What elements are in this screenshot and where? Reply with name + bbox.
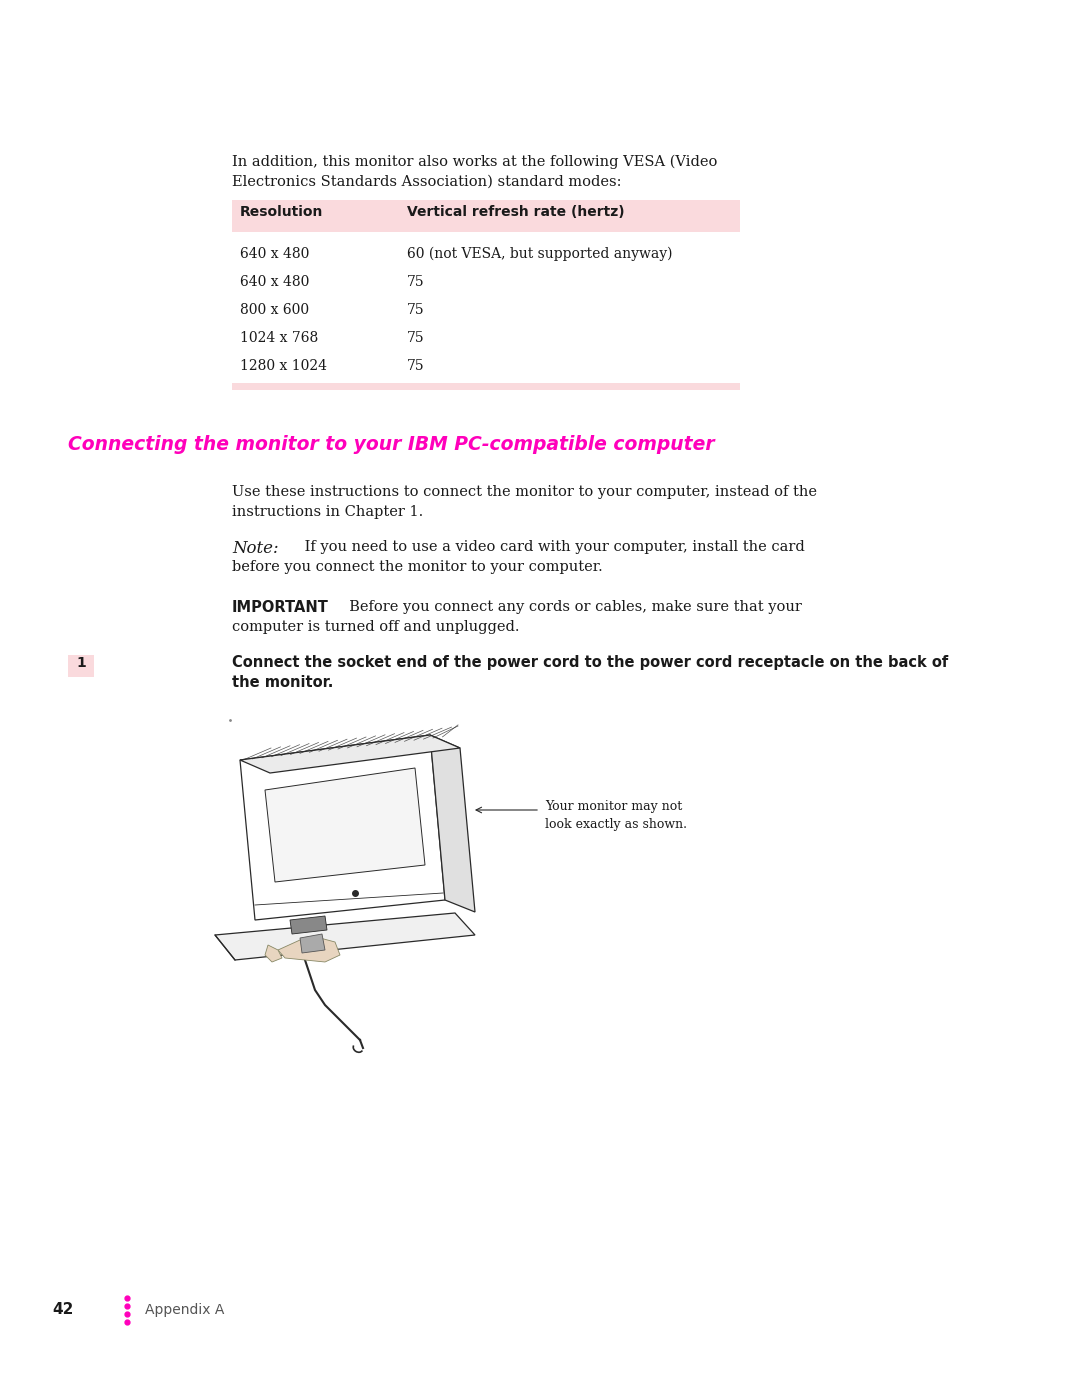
Text: Your monitor may not: Your monitor may not xyxy=(545,800,683,813)
Text: 800 x 600: 800 x 600 xyxy=(240,303,309,317)
Text: look exactly as shown.: look exactly as shown. xyxy=(545,819,687,831)
Text: 1280 x 1024: 1280 x 1024 xyxy=(240,359,327,373)
Text: Electronics Standards Association) standard modes:: Electronics Standards Association) stand… xyxy=(232,175,621,189)
Bar xyxy=(68,655,94,678)
Text: IMPORTANT: IMPORTANT xyxy=(232,599,329,615)
Polygon shape xyxy=(265,768,426,882)
Text: In addition, this monitor also works at the following VESA (Video: In addition, this monitor also works at … xyxy=(232,155,717,169)
Text: 1: 1 xyxy=(76,657,86,671)
Polygon shape xyxy=(240,735,460,773)
Polygon shape xyxy=(240,735,445,921)
Text: 75: 75 xyxy=(407,331,424,345)
Polygon shape xyxy=(265,944,282,963)
Text: before you connect the monitor to your computer.: before you connect the monitor to your c… xyxy=(232,560,603,574)
Text: 640 x 480: 640 x 480 xyxy=(240,247,309,261)
Text: 75: 75 xyxy=(407,303,424,317)
Text: Before you connect any cords or cables, make sure that your: Before you connect any cords or cables, … xyxy=(340,599,801,615)
Text: 640 x 480: 640 x 480 xyxy=(240,275,309,289)
Polygon shape xyxy=(300,935,325,953)
Text: the monitor.: the monitor. xyxy=(232,675,334,690)
Text: instructions in Chapter 1.: instructions in Chapter 1. xyxy=(232,504,423,520)
Text: Connecting the monitor to your IBM PC-compatible computer: Connecting the monitor to your IBM PC-co… xyxy=(68,434,715,454)
Text: If you need to use a video card with your computer, install the card: If you need to use a video card with you… xyxy=(300,541,805,555)
Text: 60 (not VESA, but supported anyway): 60 (not VESA, but supported anyway) xyxy=(407,247,673,261)
Text: Use these instructions to connect the monitor to your computer, instead of the: Use these instructions to connect the mo… xyxy=(232,485,816,499)
Text: 75: 75 xyxy=(407,359,424,373)
Text: computer is turned off and unplugged.: computer is turned off and unplugged. xyxy=(232,620,519,634)
Text: 75: 75 xyxy=(407,275,424,289)
Polygon shape xyxy=(291,916,327,935)
Polygon shape xyxy=(215,914,475,960)
Text: Connect the socket end of the power cord to the power cord receptacle on the bac: Connect the socket end of the power cord… xyxy=(232,655,948,671)
Text: Vertical refresh rate (hertz): Vertical refresh rate (hertz) xyxy=(407,205,624,219)
Bar xyxy=(232,200,740,232)
Polygon shape xyxy=(430,735,475,912)
Text: 42: 42 xyxy=(52,1302,73,1317)
Text: 1024 x 768: 1024 x 768 xyxy=(240,331,319,345)
Polygon shape xyxy=(278,937,340,963)
Text: Note:: Note: xyxy=(232,541,279,557)
Text: Appendix A: Appendix A xyxy=(145,1303,225,1317)
Bar xyxy=(232,383,740,390)
Text: Resolution: Resolution xyxy=(240,205,323,219)
